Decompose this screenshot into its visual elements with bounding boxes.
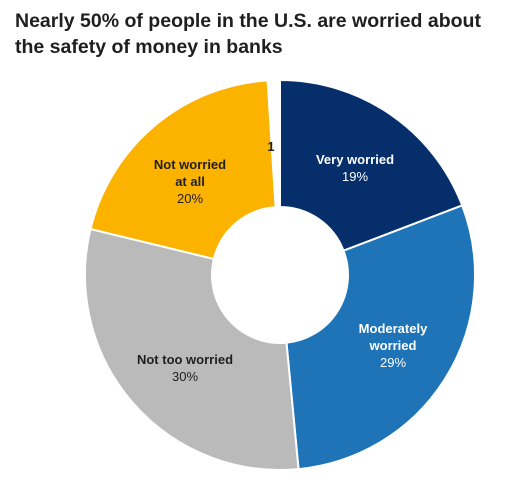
slice-label: Moderately worried 29% bbox=[359, 321, 428, 370]
slice-name: Not too worried bbox=[137, 352, 233, 367]
slice-value: 30% bbox=[172, 369, 198, 384]
slice-label: Very worried 19% bbox=[316, 152, 394, 184]
slice-name: Moderately bbox=[359, 321, 428, 336]
slice-moderately-worried bbox=[285, 204, 476, 471]
slice-not-worried-at-all bbox=[89, 79, 277, 261]
slice-small bbox=[266, 78, 281, 209]
slice-very-worried bbox=[279, 78, 464, 253]
slice-value: 1 bbox=[267, 139, 274, 154]
slice-value: 19% bbox=[342, 169, 368, 184]
chart-title: Nearly 50% of people in the U.S. are wor… bbox=[15, 10, 481, 58]
slice-label: Not worried at all 20% bbox=[154, 157, 226, 206]
slice-name: Very worried bbox=[316, 152, 394, 167]
slice-name: at all bbox=[175, 174, 205, 189]
slice-name: Not worried bbox=[154, 157, 226, 172]
slice-not-too-worried bbox=[84, 227, 300, 471]
slice-label: 1 bbox=[267, 139, 274, 154]
slice-value: 20% bbox=[177, 191, 203, 206]
slice-name: worried bbox=[369, 338, 417, 353]
slice-label: Not too worried 30% bbox=[137, 352, 233, 384]
slice-value: 29% bbox=[380, 355, 406, 370]
